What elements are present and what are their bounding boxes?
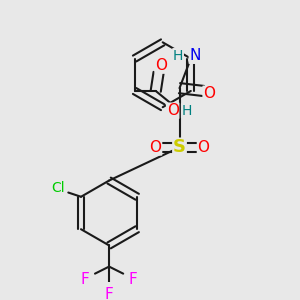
Text: O: O [203, 86, 215, 101]
Text: O: O [167, 103, 179, 118]
Text: Cl: Cl [51, 181, 65, 195]
Text: O: O [197, 140, 209, 155]
Text: F: F [129, 272, 137, 287]
Text: S: S [173, 138, 186, 156]
Text: H: H [182, 104, 192, 118]
Text: N: N [189, 48, 201, 63]
Text: O: O [155, 58, 167, 73]
Text: H: H [173, 49, 183, 63]
Text: F: F [81, 272, 89, 287]
Text: F: F [105, 287, 113, 300]
Text: O: O [149, 140, 161, 155]
